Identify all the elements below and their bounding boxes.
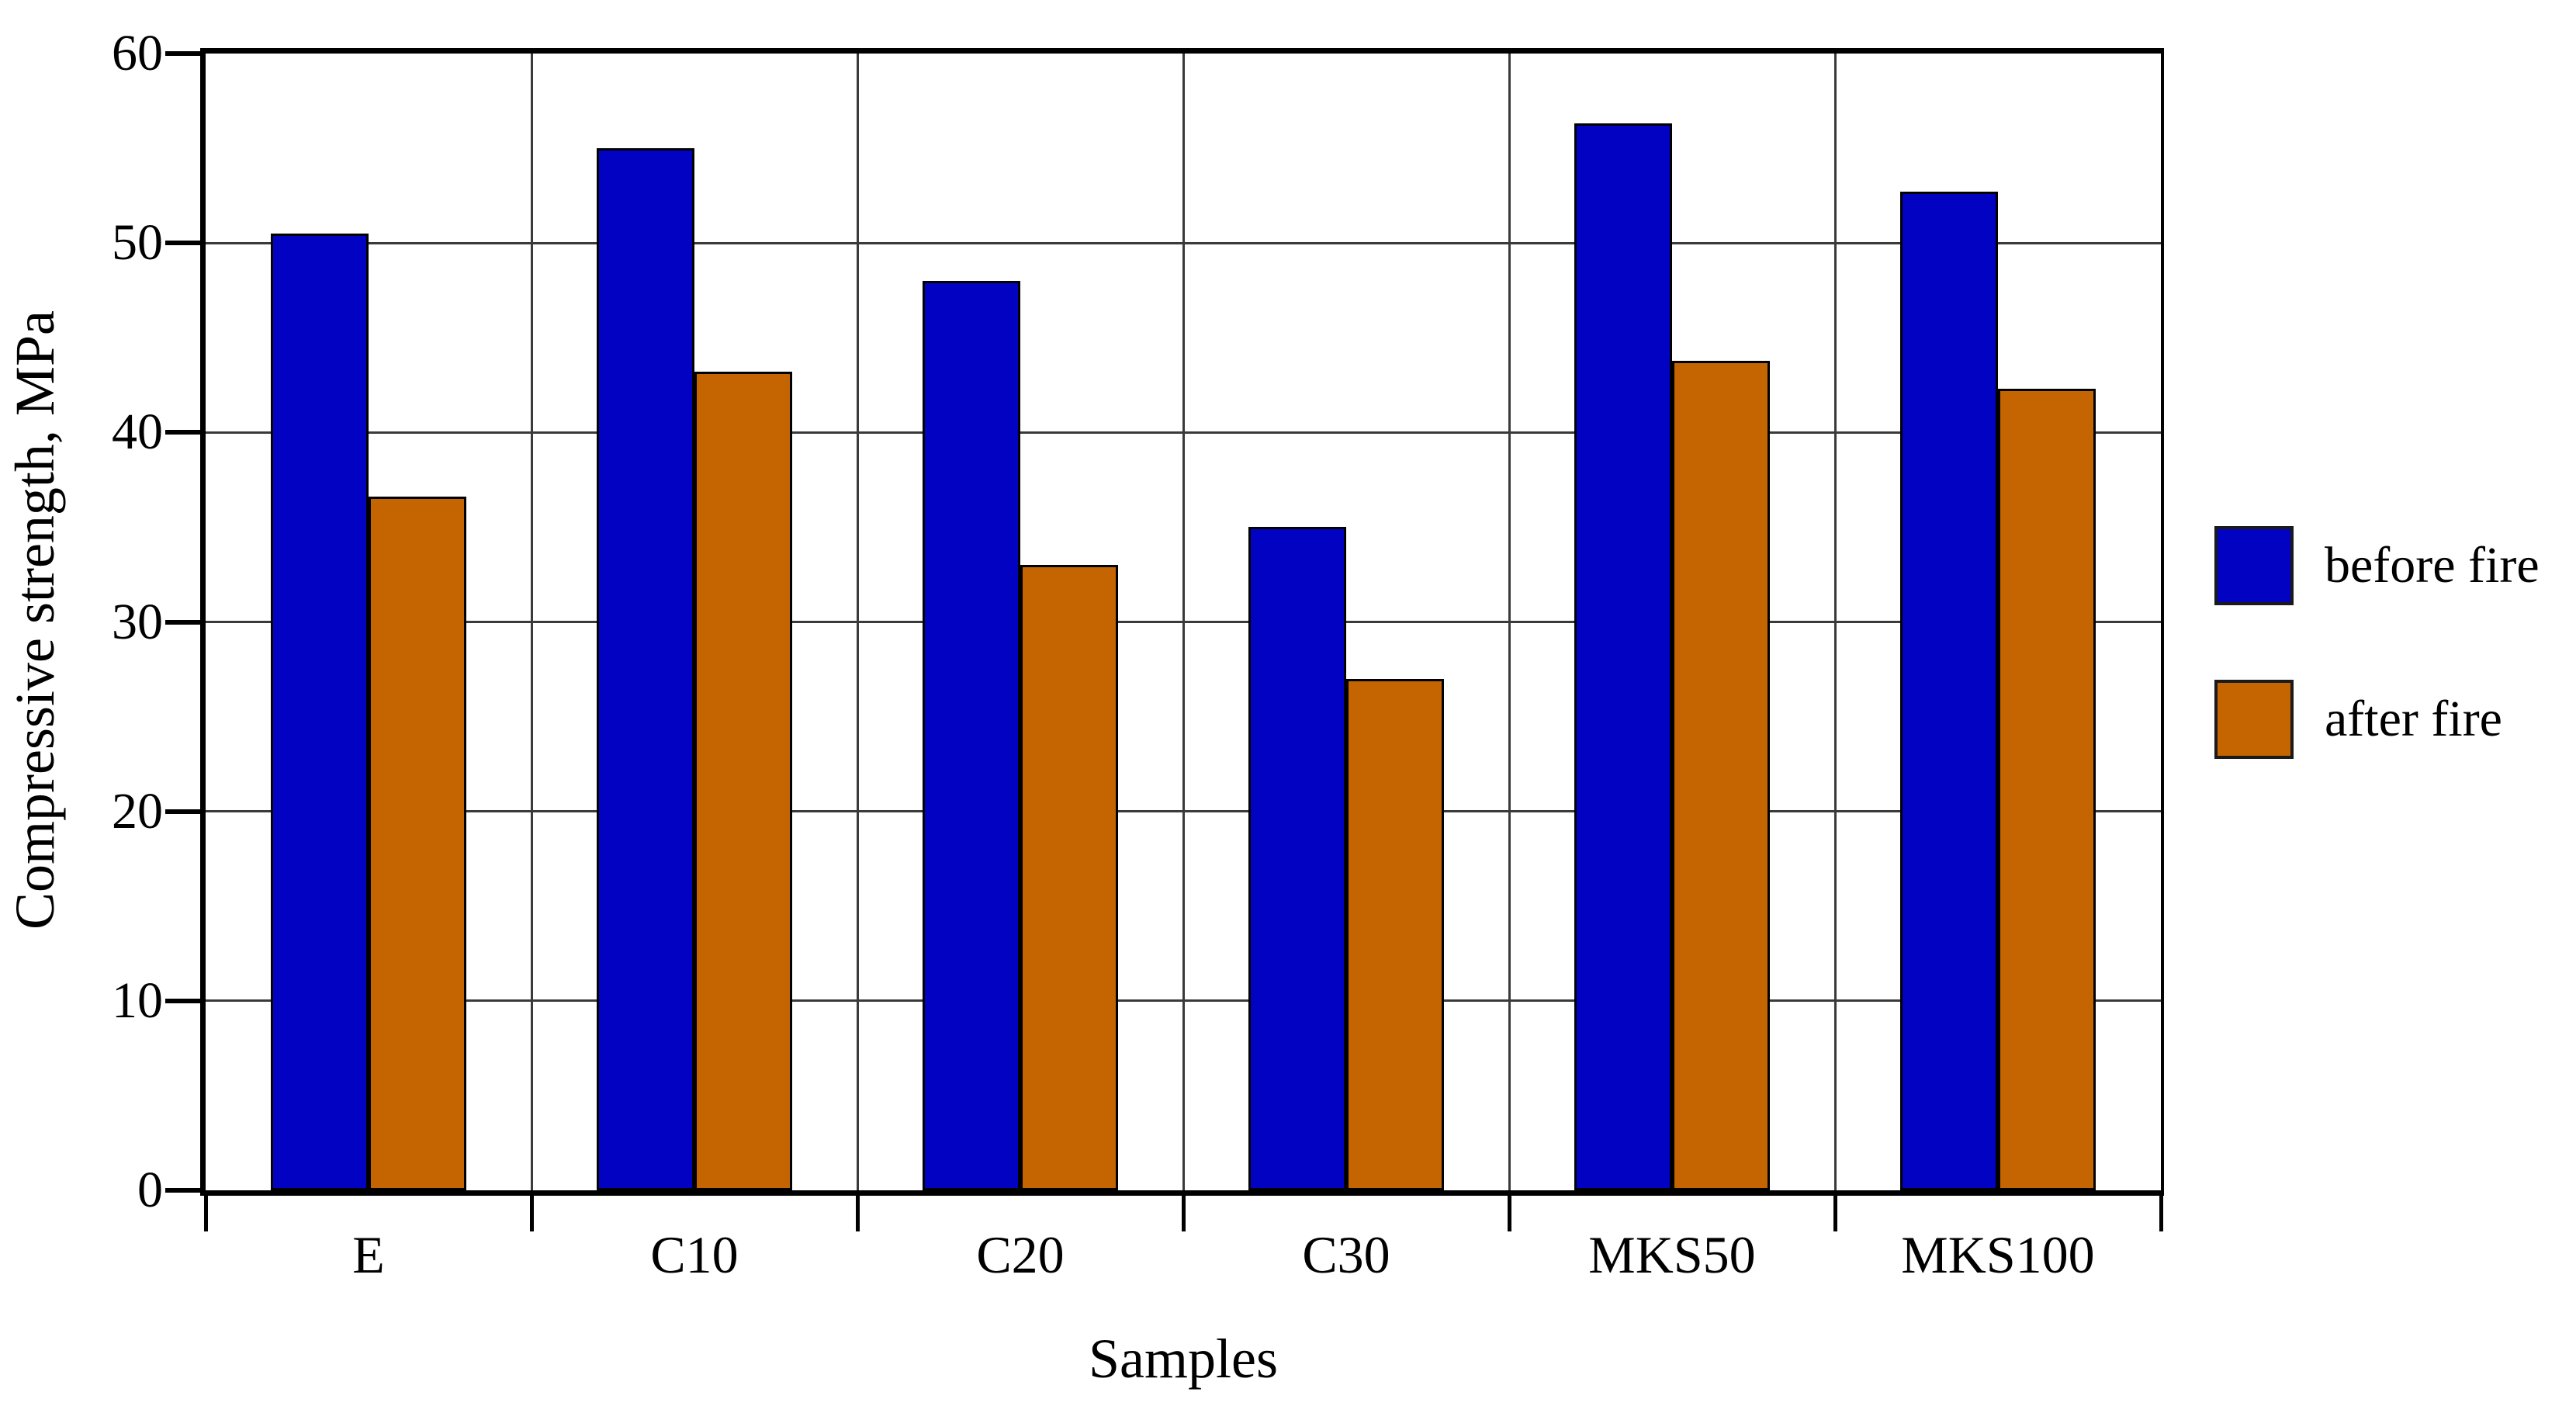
x-tick-0 (204, 1196, 208, 1231)
v-gridline-1 (530, 54, 533, 1190)
v-gridline-2 (856, 54, 859, 1190)
v-gridline-5 (1833, 54, 1837, 1190)
x-category-label-mks100: MKS100 (1901, 1225, 2095, 1284)
bar-before-fire-e (271, 234, 369, 1190)
x-tick-3 (1182, 1196, 1186, 1231)
y-tick-0 (165, 1188, 200, 1193)
bar-before-fire-c30 (1248, 527, 1346, 1190)
x-tick-2 (856, 1196, 860, 1231)
x-category-label-c30: C30 (1302, 1225, 1390, 1284)
bar-after-fire-e (369, 497, 466, 1190)
legend-label-before-fire: before fire (2325, 537, 2540, 594)
x-category-label-c20: C20 (976, 1225, 1065, 1284)
legend-swatch-before-fire (2214, 526, 2294, 605)
y-tick-label-10: 10 (112, 971, 163, 1029)
x-tick-1 (530, 1196, 534, 1231)
y-tick-label-20: 20 (112, 782, 163, 840)
y-tick-label-30: 30 (112, 593, 163, 650)
bar-after-fire-mks100 (1998, 389, 2096, 1190)
y-tick-label-60: 60 (112, 25, 163, 81)
legend-item-before-fire: before fire (2214, 526, 2540, 605)
y-tick-label-50: 50 (112, 214, 163, 272)
bar-before-fire-c20 (923, 281, 1020, 1190)
y-tick-50 (165, 241, 200, 246)
legend-item-after-fire: after fire (2214, 680, 2540, 759)
bar-after-fire-c10 (694, 372, 792, 1190)
x-tick-6 (2159, 1196, 2163, 1231)
bar-after-fire-c20 (1020, 565, 1118, 1190)
y-tick-30 (165, 619, 200, 625)
legend-swatch-after-fire (2214, 680, 2294, 759)
plot-area (200, 48, 2164, 1196)
legend: before fire after fire (2214, 526, 2540, 759)
y-tick-label-40: 40 (112, 403, 163, 461)
bar-before-fire-mks100 (1900, 192, 1998, 1190)
x-category-label-mks50: MKS50 (1588, 1225, 1756, 1284)
y-tick-20 (165, 809, 200, 814)
legend-label-after-fire: after fire (2325, 691, 2502, 747)
y-tick-10 (165, 998, 200, 1003)
x-tick-5 (1833, 1196, 1837, 1231)
bar-before-fire-c10 (597, 148, 694, 1190)
x-axis-title: Samples (1089, 1328, 1278, 1390)
x-category-label-e: E (352, 1225, 385, 1284)
v-gridline-4 (1508, 54, 1511, 1190)
y-tick-60 (165, 51, 200, 56)
y-tick-label-0: 0 (137, 1162, 163, 1218)
v-gridline-3 (1182, 54, 1185, 1190)
bar-after-fire-mks50 (1672, 361, 1770, 1190)
bar-before-fire-mks50 (1574, 123, 1672, 1190)
y-tick-40 (165, 430, 200, 435)
bar-after-fire-c30 (1346, 679, 1444, 1190)
x-category-label-c10: C10 (650, 1225, 739, 1284)
x-tick-4 (1508, 1196, 1511, 1231)
